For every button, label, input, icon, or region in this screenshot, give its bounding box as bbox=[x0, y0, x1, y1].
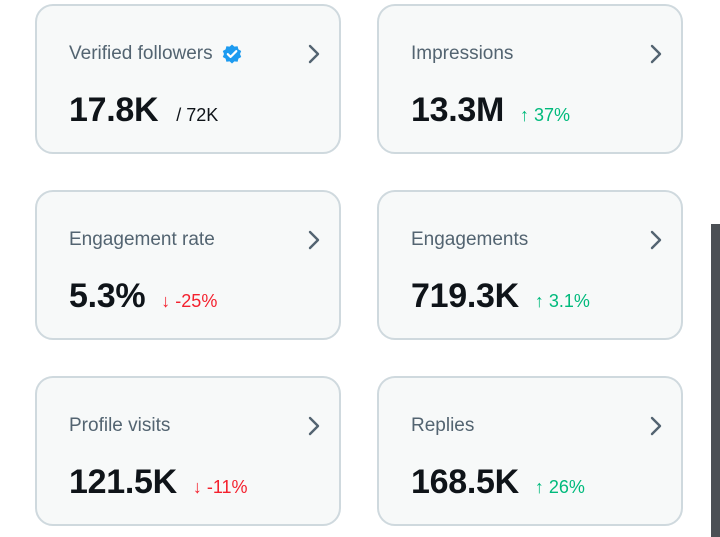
metric-value-row: 121.5K ↓ -11% bbox=[69, 462, 248, 502]
metric-value-row: 719.3K ↑ 3.1% bbox=[411, 276, 590, 316]
metric-label-row: Impressions bbox=[411, 43, 513, 65]
metric-delta-value: 26% bbox=[548, 477, 585, 497]
metric-delta: ↓ -11% bbox=[193, 477, 248, 498]
chevron-right-icon[interactable] bbox=[647, 42, 665, 66]
metric-label: Replies bbox=[411, 415, 475, 436]
arrow-down-icon: ↓ bbox=[192, 477, 202, 497]
metric-value-row: 168.5K ↑ 26% bbox=[411, 462, 585, 502]
metric-delta-value: 3.1% bbox=[548, 291, 590, 311]
metric-value: 168.5K bbox=[411, 463, 519, 501]
metric-value: 17.8K bbox=[69, 91, 159, 129]
chevron-right-icon[interactable] bbox=[305, 414, 323, 438]
metric-value-row: 5.3% ↓ -25% bbox=[69, 276, 217, 316]
scrollbar[interactable] bbox=[711, 224, 720, 537]
metric-value: 719.3K bbox=[411, 277, 519, 315]
chevron-right-icon[interactable] bbox=[647, 228, 665, 252]
metric-label-row: Profile visits bbox=[69, 415, 170, 437]
arrow-down-icon: ↓ bbox=[161, 291, 171, 311]
metric-label: Engagements bbox=[411, 229, 529, 250]
chevron-right-icon[interactable] bbox=[647, 414, 665, 438]
metric-value-row: 17.8K / 72K bbox=[69, 90, 218, 130]
metric-delta: ↑ 26% bbox=[535, 477, 585, 498]
metric-label-row: Engagement rate bbox=[69, 229, 215, 251]
verified-badge-icon bbox=[221, 43, 243, 65]
metric-delta: ↑ 3.1% bbox=[535, 291, 590, 312]
metric-label: Impressions bbox=[411, 43, 514, 64]
metric-card-engagement-rate[interactable]: Engagement rate 5.3% ↓ -25% bbox=[35, 190, 341, 340]
chevron-right-icon[interactable] bbox=[305, 42, 323, 66]
metric-card-replies[interactable]: Replies 168.5K ↑ 26% bbox=[377, 376, 683, 526]
metric-label: Verified followers bbox=[69, 43, 213, 64]
arrow-up-icon: ↑ bbox=[534, 291, 544, 311]
metric-value-row: 13.3M ↑ 37% bbox=[411, 90, 570, 130]
metric-card-profile-visits[interactable]: Profile visits 121.5K ↓ -11% bbox=[35, 376, 341, 526]
chevron-right-icon[interactable] bbox=[305, 228, 323, 252]
metric-label-row: Engagements bbox=[411, 229, 528, 251]
metric-delta-value: -11% bbox=[206, 477, 248, 497]
metric-card-engagements[interactable]: Engagements 719.3K ↑ 3.1% bbox=[377, 190, 683, 340]
metric-value: 121.5K bbox=[69, 463, 177, 501]
metric-value: 13.3M bbox=[411, 91, 504, 129]
metric-label: Profile visits bbox=[69, 415, 171, 436]
metric-value: 5.3% bbox=[69, 277, 146, 315]
metric-label: Engagement rate bbox=[69, 229, 215, 250]
metric-delta: ↓ -25% bbox=[161, 291, 217, 312]
arrow-up-icon: ↑ bbox=[520, 105, 529, 125]
metric-label-row: Verified followers bbox=[69, 43, 243, 65]
metric-card-impressions[interactable]: Impressions 13.3M ↑ 37% bbox=[377, 4, 683, 154]
metric-label-row: Replies bbox=[411, 415, 474, 437]
metric-total: / 72K bbox=[176, 105, 219, 125]
metric-delta: ↑ 37% bbox=[520, 105, 570, 126]
metric-card-verified-followers[interactable]: Verified followers 17.8K / 72K bbox=[35, 4, 341, 154]
metric-delta-value: -25% bbox=[175, 291, 218, 311]
metric-delta-value: 37% bbox=[534, 105, 571, 125]
arrow-up-icon: ↑ bbox=[534, 477, 544, 497]
